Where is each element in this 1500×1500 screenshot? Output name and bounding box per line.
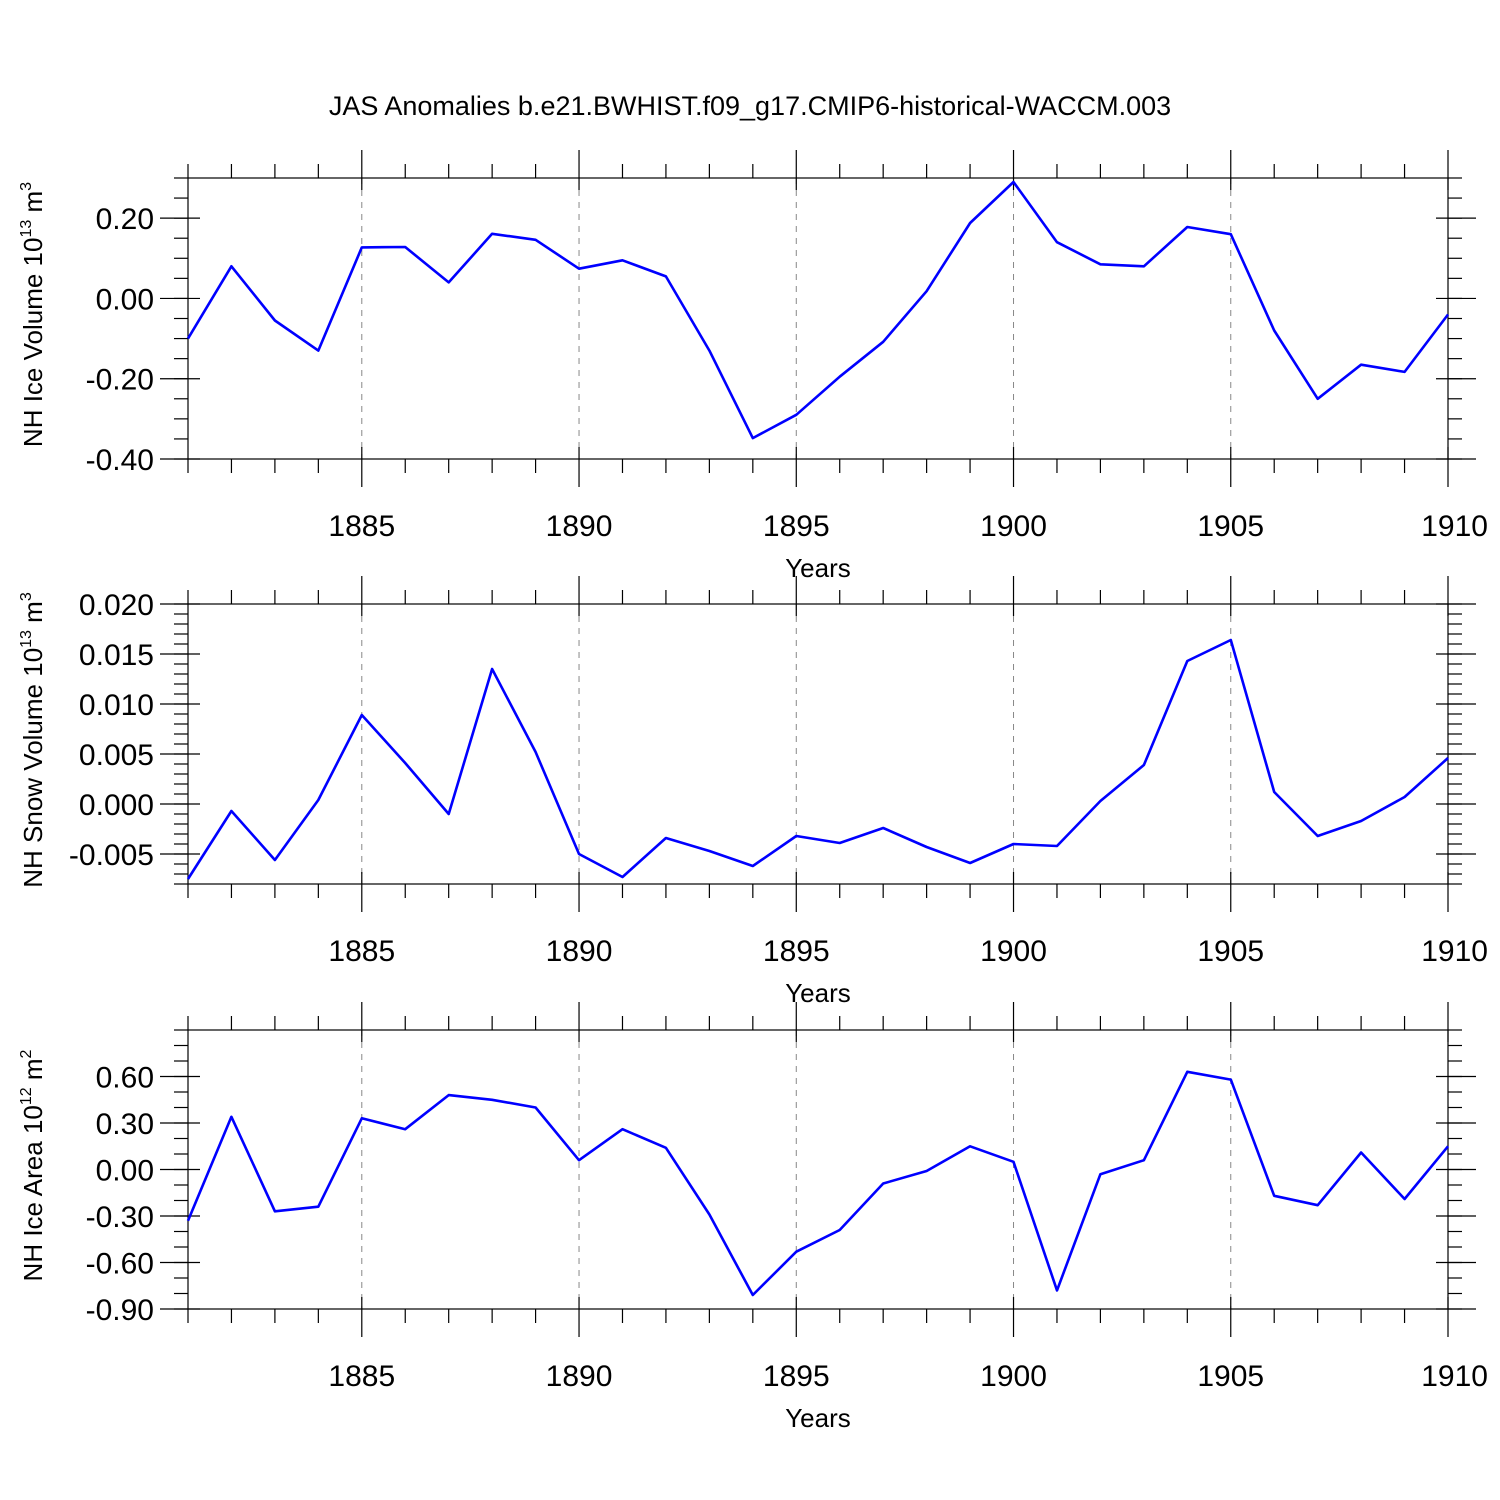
x-tick-label: 1905 (1197, 510, 1264, 543)
y-axis-title-unit-exp: 3 (18, 182, 35, 191)
y-tick-label: -0.005 (69, 839, 154, 872)
figure-title: JAS Anomalies b.e21.BWHIST.f09_g17.CMIP6… (329, 91, 1171, 121)
x-tick-label: 1910 (1421, 1360, 1488, 1393)
y-axis-title-unit-exp: 2 (18, 1049, 35, 1058)
x-tick-label: 1905 (1197, 1360, 1264, 1393)
y-axis-title-exp: 13 (18, 630, 35, 648)
x-tick-label: 1885 (328, 510, 395, 543)
y-axis-title-mid: m (18, 1058, 48, 1087)
series-line (186, 1070, 1450, 1297)
x-tick-label: 1890 (546, 935, 613, 968)
y-axis-title-prefix: NH Ice Volume 10 (18, 238, 48, 448)
x-tick-label: 1895 (763, 935, 830, 968)
y-tick-label: 0.005 (79, 739, 154, 772)
x-tick-label: 1885 (328, 1360, 395, 1393)
x-axis-title: Years (785, 978, 851, 1008)
x-tick-label: 1910 (1421, 510, 1488, 543)
y-tick-label: 0.000 (79, 789, 154, 822)
x-tick-label: 1905 (1197, 935, 1264, 968)
panels: -0.40 -0.20 0.00 0.20 1885 1890 1895 1900 1905 19… (18, 150, 1488, 1433)
y-axis-title: NH Snow Volume 1013 m3 (18, 592, 48, 888)
x-tick-label: 1885 (328, 935, 395, 968)
panel-1: -0.40 -0.20 0.00 0.20 1885 1890 1895 1900 1905 19… (18, 150, 1488, 583)
y-tick-label: -0.40 (86, 444, 154, 477)
x-axis-title: Years (785, 1403, 851, 1433)
y-tick-label: 0.010 (79, 689, 154, 722)
x-tick-label: 1910 (1421, 935, 1488, 968)
y-axis-title-mid: m (18, 191, 48, 220)
y-tick-label: -0.60 (86, 1248, 154, 1281)
x-tick-label: 1890 (546, 1360, 613, 1393)
x-tick-label: 1890 (546, 510, 613, 543)
y-axis-title-mid: m (18, 601, 48, 630)
y-axis-title: NH Ice Area 1012 m2 (18, 1049, 48, 1281)
x-axis-title: Years (785, 553, 851, 583)
series-line (186, 638, 1449, 880)
series-line (186, 180, 1450, 440)
y-tick-label: -0.20 (86, 364, 154, 397)
y-tick-label: 0.30 (96, 1108, 154, 1141)
x-tick-label: 1895 (763, 1360, 830, 1393)
panel-3: -0.90 -0.60 -0.30 0.00 0.30 0.60 1885 1890 1895 1… (18, 1002, 1488, 1433)
y-tick-label: 0.60 (96, 1062, 154, 1095)
y-tick-label: 0.00 (96, 1155, 154, 1188)
y-axis-title: NH Ice Volume 1013 m3 (18, 182, 48, 447)
x-tick-label: 1895 (763, 510, 830, 543)
panel-2: -0.005 0.000 0.005 0.010 0.015 0.020 1885 1890 1… (18, 576, 1488, 1008)
y-tick-label: 0.020 (79, 589, 154, 622)
y-axis-title-prefix: NH Ice Area 10 (18, 1105, 48, 1281)
y-axis-title-prefix: NH Snow Volume 10 (18, 648, 48, 888)
x-tick-label: 1900 (980, 935, 1047, 968)
x-tick-label: 1900 (980, 510, 1047, 543)
y-tick-label: 0.015 (79, 639, 154, 672)
y-tick-label: -0.90 (86, 1294, 154, 1327)
y-axis-title-exp: 13 (18, 220, 35, 238)
x-tick-label: 1900 (980, 1360, 1047, 1393)
y-tick-label: 0.00 (96, 283, 154, 316)
y-tick-label: 0.20 (96, 203, 154, 236)
y-axis-title-unit-exp: 3 (18, 592, 35, 601)
y-tick-label: -0.30 (86, 1201, 154, 1234)
y-axis-title-exp: 12 (18, 1087, 35, 1105)
